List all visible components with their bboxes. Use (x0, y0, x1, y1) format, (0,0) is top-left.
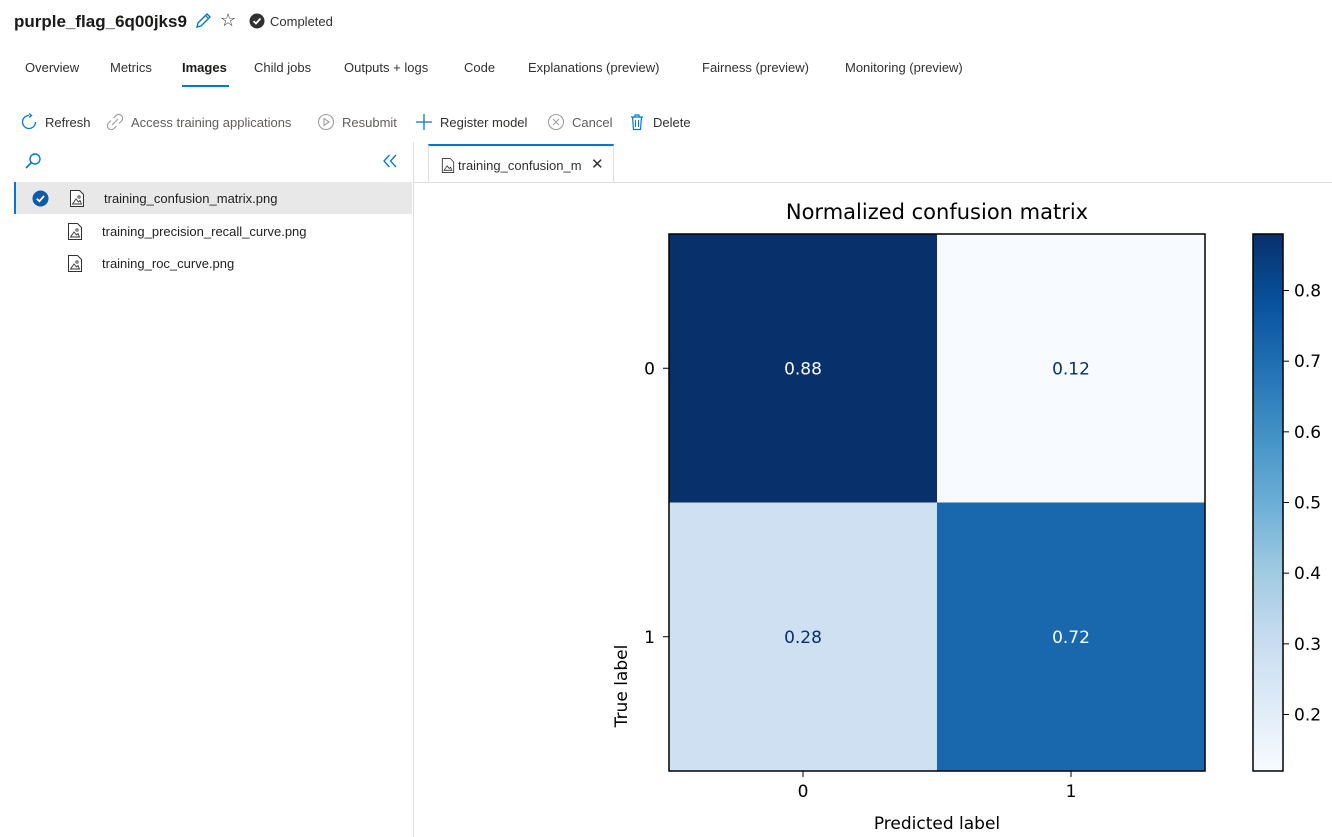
cell-value-label: 0.88 (784, 359, 822, 379)
trash-icon (631, 114, 643, 131)
image-file-icon (441, 158, 455, 173)
delete-button[interactable]: Delete (628, 112, 691, 132)
colorbar-tick-label: 0.7 (1294, 352, 1321, 372)
heatmap-cell (669, 502, 937, 771)
colorbar-tick-label: 0.2 (1294, 705, 1321, 725)
check-circle-icon (249, 13, 265, 29)
colorbar-tick-label: 0.4 (1294, 564, 1321, 584)
colorbar (1252, 233, 1284, 772)
confusion-matrix-chart: 0.88 0.12 0.28 0.72 Normalized confusion ma… (612, 200, 1321, 834)
cancel-button[interactable]: Cancel (547, 112, 612, 132)
tab-overview[interactable]: Overview (25, 60, 80, 75)
job-tabs: Overview Metrics Images Child jobs Outpu… (0, 52, 1332, 92)
job-name: purple_flag_6q00jks9 (14, 12, 187, 31)
refresh-icon (21, 113, 37, 130)
job-header: purple_flag_6q00jks9 ☆ Completed (0, 0, 1332, 44)
file-name: training_precision_recall_curve.png (102, 224, 307, 239)
plus-icon (416, 114, 432, 130)
play-circle-icon (317, 113, 335, 131)
x-tick-label: 0 (798, 782, 809, 802)
chart-title: Normalized confusion matrix (786, 200, 1088, 224)
image-file-icon (68, 223, 82, 240)
heatmap-cell (937, 234, 1205, 503)
tab-explanations[interactable]: Explanations (preview) (528, 60, 660, 75)
register-model-label: Register model (440, 114, 528, 130)
file-sidebar: training_confusion_matrix.png training_p… (0, 142, 414, 837)
link-icon (106, 113, 124, 131)
check-circle-icon (32, 190, 49, 207)
colorbar-tick-label: 0.6 (1294, 423, 1321, 443)
heatmap-cell (669, 234, 937, 503)
pencil-icon[interactable] (193, 11, 213, 31)
cell-value-label: 0.72 (1052, 628, 1090, 648)
open-image-tab[interactable]: training_confusion_m ✕ (428, 144, 614, 182)
y-tick-label: 1 (644, 628, 655, 648)
active-tab-indicator (182, 85, 229, 87)
search-icon[interactable] (24, 152, 42, 170)
command-bar: Refresh Access training applications Res… (0, 108, 1332, 134)
resubmit-label: Resubmit (342, 114, 397, 130)
close-icon[interactable]: ✕ (591, 156, 604, 173)
tab-code[interactable]: Code (464, 60, 496, 75)
content-divider (414, 182, 1332, 183)
delete-label: Delete (653, 114, 691, 130)
tab-child-jobs[interactable]: Child jobs (254, 60, 312, 75)
y-axis-label: True label (612, 645, 632, 729)
image-file-icon (68, 255, 82, 272)
colorbar-tick-label: 0.3 (1294, 635, 1321, 655)
refresh-label: Refresh (45, 114, 91, 130)
heatmap-cell (937, 502, 1205, 771)
double-chevron-left-icon[interactable] (381, 152, 399, 170)
register-model-button[interactable]: Register model (415, 112, 527, 132)
status-text: Completed (270, 14, 333, 29)
file-name: training_confusion_matrix.png (104, 191, 278, 206)
x-axis-label: Predicted label (874, 814, 1000, 834)
cancel-circle-icon (547, 113, 565, 131)
open-tab-label: training_confusion_m (458, 158, 582, 173)
cancel-label: Cancel (572, 114, 613, 130)
tab-images[interactable]: Images (182, 60, 227, 75)
access-training-label: Access training applications (131, 114, 292, 130)
tab-fairness[interactable]: Fairness (preview) (702, 60, 809, 75)
y-tick-label: 0 (644, 359, 655, 379)
file-name: training_roc_curve.png (102, 256, 235, 271)
star-icon[interactable]: ☆ (220, 10, 237, 30)
tab-metrics[interactable]: Metrics (110, 60, 152, 75)
colorbar-tick-label: 0.5 (1294, 494, 1321, 514)
colorbar-tick-label: 0.8 (1294, 282, 1321, 302)
x-tick-label: 1 (1066, 782, 1077, 802)
plot-frame (668, 233, 1206, 772)
resubmit-button[interactable]: Resubmit (317, 112, 397, 132)
tab-monitoring[interactable]: Monitoring (preview) (845, 60, 963, 75)
file-item-confusion-matrix[interactable]: training_confusion_matrix.png (14, 182, 412, 214)
refresh-button[interactable]: Refresh (20, 112, 91, 132)
cell-value-label: 0.12 (1052, 359, 1090, 379)
access-training-applications-button[interactable]: Access training applications (106, 112, 291, 132)
tab-outputs-logs[interactable]: Outputs + logs (344, 60, 429, 75)
image-file-icon (70, 190, 84, 207)
cell-value-label: 0.28 (784, 628, 822, 648)
file-item-roc-curve[interactable]: training_roc_curve.png (14, 247, 412, 279)
file-item-precision-recall[interactable]: training_precision_recall_curve.png (14, 215, 412, 247)
